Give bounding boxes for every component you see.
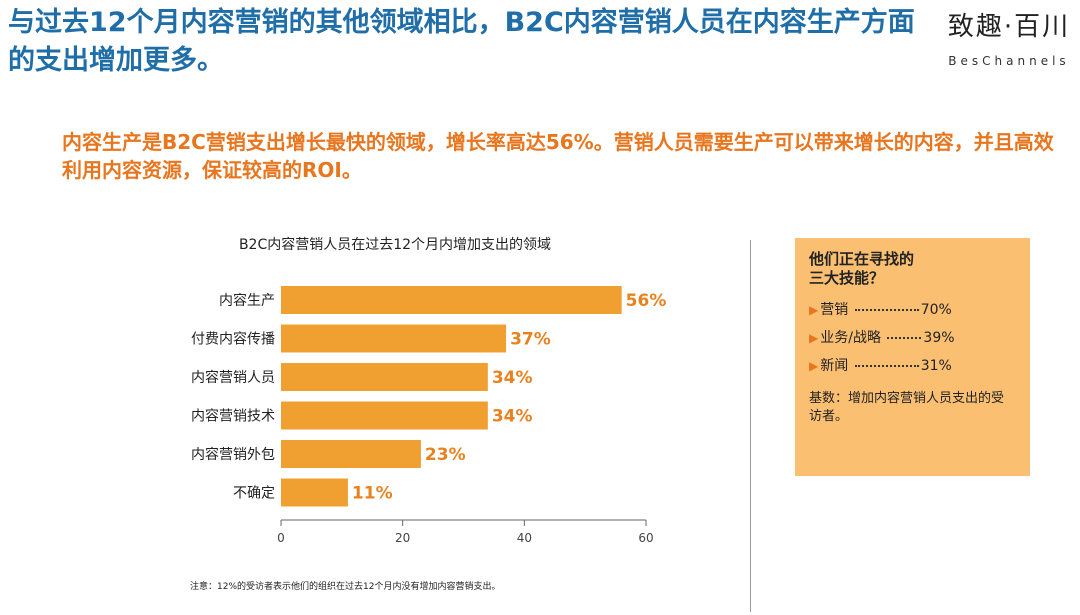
- brand-logo: 致趣·百川 BesChannels: [944, 12, 1074, 68]
- skill-label: 业务/战略: [820, 330, 881, 346]
- skill-value: 31%: [920, 358, 952, 374]
- bar: [281, 478, 348, 507]
- bar: [281, 440, 421, 468]
- data-label: 34%: [492, 368, 533, 388]
- bar-chart-svg: 内容生产 56% 付费内容传播 37% 内容营销人员 34% 内容营销技术 34% 内容营销外包…: [191, 286, 667, 545]
- category-label: 付费内容传播: [191, 331, 275, 348]
- skills-callout-box: 他们正在寻找的 三大技能？ ▶ 营销 70% ▶ 业务/战略 39% ▶ 新闻 31%…: [795, 238, 1030, 476]
- dot-leader: [854, 365, 919, 367]
- skills-heading-line1: 他们正在寻找的: [809, 250, 915, 268]
- data-label: 56%: [626, 291, 667, 311]
- logo-english-text: BesChannels: [948, 54, 1070, 68]
- bar: [281, 286, 622, 314]
- skill-value: 70%: [920, 302, 952, 318]
- triangle-right-icon: ▶: [809, 359, 819, 373]
- data-label: 34%: [492, 407, 533, 427]
- skills-base-note: 基数：增加内容营销人员支出的受访者。: [809, 391, 1005, 424]
- x-tick-label: 40: [517, 531, 532, 545]
- page-title: 与过去12个月内容营销的其他领域相比，B2C内容营销人员在内容生产方面的支出增加…: [8, 7, 915, 76]
- category-label: 内容营销外包: [191, 446, 275, 463]
- bar: [281, 324, 507, 353]
- triangle-right-icon: ▶: [809, 331, 819, 345]
- skill-value: 39%: [923, 330, 955, 346]
- skill-item: ▶ 营销 70%: [809, 296, 1016, 324]
- category-label: 内容营销技术: [191, 408, 275, 425]
- chart-footnote: 注意：12%的受访者表示他们的组织在过去12个月内没有增加内容营销支出。: [190, 582, 501, 592]
- category-label: 内容生产: [219, 292, 275, 309]
- bar: [281, 363, 488, 391]
- category-label: 不确定: [233, 486, 275, 502]
- data-label: 37%: [510, 330, 551, 350]
- skill-item: ▶ 业务/战略 39%: [809, 324, 1016, 352]
- x-tick-label: 60: [638, 531, 653, 545]
- category-label: 内容营销人员: [191, 369, 275, 386]
- chart-title: B2C内容营销人员在过去12个月内增加支出的领域: [238, 237, 552, 253]
- skill-item: ▶ 新闻 31%: [809, 352, 1016, 380]
- vertical-divider: [750, 240, 751, 612]
- triangle-right-icon: ▶: [809, 303, 819, 317]
- bar-chart: B2C内容营销人员在过去12个月内增加支出的领域 内容生产 56% 付费内容传播 37…: [160, 234, 720, 574]
- bar: [281, 401, 488, 430]
- skills-heading-line2: 三大技能？: [809, 269, 885, 287]
- data-label: 23%: [425, 445, 466, 465]
- data-label: 11%: [352, 484, 393, 504]
- x-tick-label: 0: [277, 531, 285, 545]
- skills-heading: 他们正在寻找的 三大技能？: [809, 250, 1016, 288]
- skill-label: 营销: [820, 302, 849, 318]
- key-finding-text: 内容生产是B2C营销支出增长最快的领域，增长率高达56%。营销人员需要生产可以带…: [62, 130, 1054, 182]
- x-tick-label: 20: [395, 531, 410, 545]
- dot-leader: [887, 337, 922, 339]
- skill-label: 新闻: [820, 358, 849, 374]
- dot-leader: [854, 309, 919, 311]
- logo-chinese-text: 致趣·百川: [947, 12, 1071, 42]
